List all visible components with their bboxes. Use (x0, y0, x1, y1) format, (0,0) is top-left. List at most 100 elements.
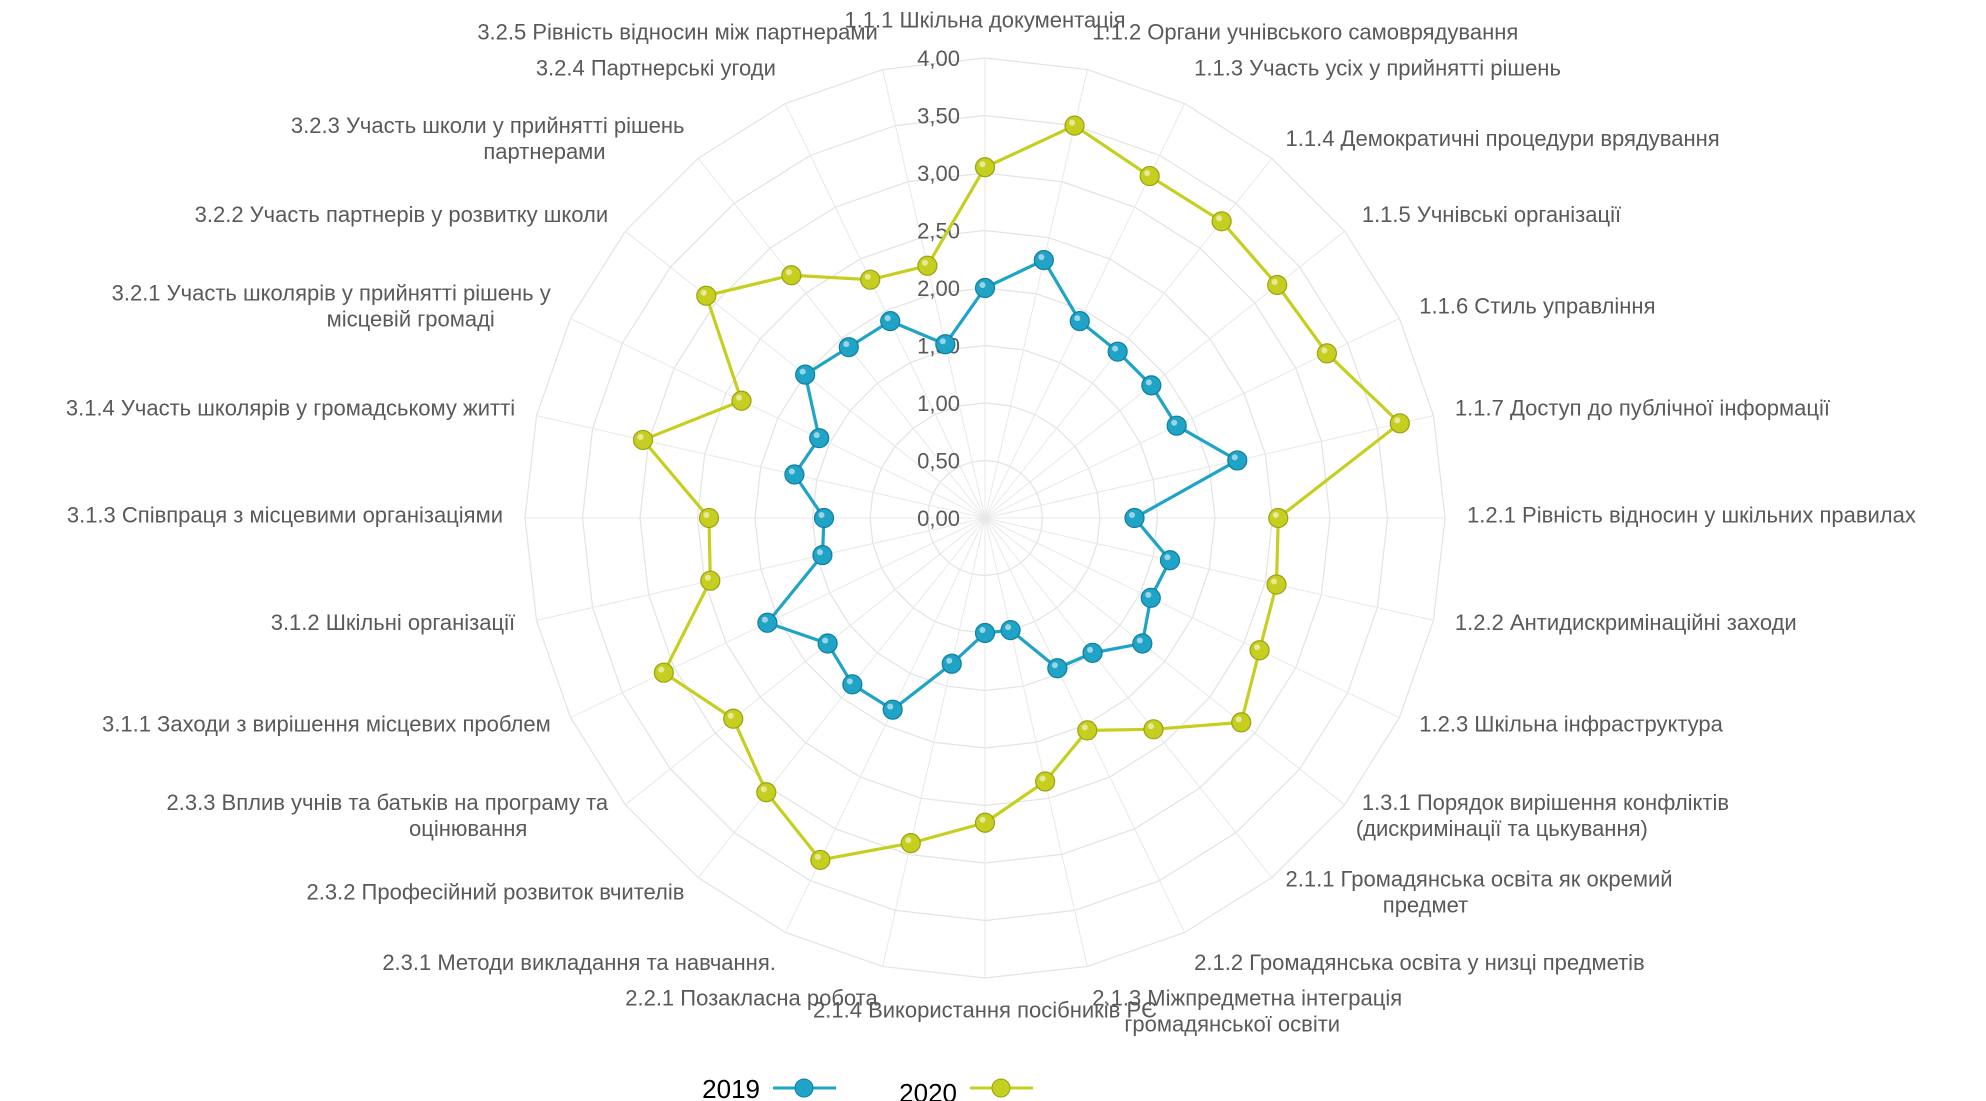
point-highlight-2019-0 (979, 282, 986, 288)
spoke-19 (570, 517, 986, 719)
legend-item-2020: 2020 (899, 1078, 1033, 1101)
point-2020-19 (653, 662, 674, 683)
point-highlight-2020-3 (1216, 215, 1223, 222)
radial-tick-label: 0,50 (917, 449, 960, 474)
category-label-26: 3.2.4 Партнерські угоди (536, 55, 776, 80)
legend-item-2019: 2019 (702, 1074, 836, 1101)
point-2020-21 (698, 507, 720, 529)
category-label-22: 3.1.4 Участь школярів у громадському жит… (66, 395, 515, 420)
point-2020-20 (700, 570, 721, 591)
point-2019-9 (1140, 587, 1161, 608)
point-2019-18 (817, 633, 838, 654)
point-2020-4 (1267, 274, 1288, 296)
point-2019-27 (935, 334, 956, 355)
point-2019-2 (1069, 311, 1090, 332)
point-2019-10 (1132, 633, 1153, 654)
point-2020-1 (1064, 115, 1085, 136)
point-2020-5 (1316, 343, 1338, 364)
point-2019-0 (974, 277, 996, 299)
point-2019-24 (795, 364, 816, 385)
category-label-9: 1.2.3 Шкільна інфраструктура (1419, 712, 1723, 737)
point-highlight-2020-5 (1321, 347, 1328, 354)
point-highlight-2019-25 (843, 341, 850, 348)
point-2020-26 (860, 269, 881, 290)
point-highlight-2020-7 (1272, 512, 1279, 518)
radial-tick-label: 4,00 (917, 46, 960, 71)
point-2020-18 (723, 708, 744, 729)
category-label-21: 3.1.3 Співпраця з місцевими організаціям… (67, 503, 503, 528)
point-2020-9 (1249, 640, 1270, 661)
point-2020-15 (900, 833, 921, 854)
spoke-11 (984, 517, 1273, 878)
point-highlight-2019-22 (788, 468, 795, 475)
category-label-5: 1.1.6 Стиль управління (1419, 293, 1655, 318)
point-2019-13 (1000, 620, 1021, 641)
spoke-2 (984, 103, 1186, 519)
category-label-4: 1.1.5 Учнівські організації (1362, 202, 1621, 227)
spoke-16 (784, 517, 986, 933)
point-highlight-2020-0 (979, 161, 986, 168)
category-label-0: 1.1.1 Шкільна документація (844, 8, 1125, 33)
point-highlight-2020-11 (1147, 723, 1154, 730)
series-2019 (757, 250, 1248, 720)
point-highlight-2019-16 (887, 703, 894, 710)
point-2020-14 (974, 812, 996, 833)
point-highlight-2019-17 (846, 678, 853, 685)
category-label-7: 1.2.1 Рівність відносин у шкільних прави… (1467, 503, 1916, 528)
point-highlight-2019-12 (1051, 662, 1058, 669)
point-highlight-2020-14 (979, 816, 986, 823)
spoke-23 (570, 317, 986, 519)
point-highlight-2020-16 (814, 853, 821, 860)
point-2019-17 (842, 674, 863, 695)
point-highlight-2019-3 (1112, 345, 1119, 352)
category-label-19: 3.1.1 Заходи з вирішення місцевих пробле… (102, 712, 551, 737)
spoke-6 (984, 415, 1434, 519)
category-label-3: 1.1.4 Демократичні процедури врядування (1286, 126, 1720, 151)
point-2020-11 (1143, 719, 1164, 740)
point-highlight-2020-17 (760, 786, 767, 793)
point-highlight-2020-22 (637, 433, 644, 440)
point-2020-0 (974, 157, 996, 178)
point-highlight-2019-9 (1145, 591, 1152, 598)
spoke-10 (984, 517, 1345, 806)
spoke-9 (984, 517, 1400, 719)
category-label-23: 3.2.1 Участь школярів у прийнятті рішень… (112, 280, 551, 331)
radial-tick-label: 1,00 (917, 391, 960, 416)
radial-tick-label: 2,00 (917, 276, 960, 301)
point-2020-25 (781, 265, 802, 286)
series-layer (632, 115, 1410, 871)
category-label-14: 2.1.4 Використання посібників РЄ (813, 998, 1157, 1023)
category-label-18: 2.3.3 Вплив учнів та батьків на програму… (167, 790, 609, 841)
point-2020-3 (1211, 211, 1232, 232)
point-highlight-2019-4 (1145, 379, 1152, 386)
point-highlight-2020-27 (921, 259, 928, 266)
point-highlight-2020-26 (864, 273, 871, 280)
radial-tick-labels: 0,000,501,001,502,002,503,003,504,00 (917, 46, 960, 531)
point-2019-22 (784, 464, 805, 485)
category-label-24: 3.2.2 Участь партнерів у розвитку школи (195, 202, 609, 227)
category-label-13: 2.1.3 Міжпредметна інтеграція громадянськ… (1092, 986, 1402, 1037)
point-highlight-2020-12 (1081, 724, 1088, 731)
spoke-8 (984, 517, 1434, 621)
point-2019-21 (813, 507, 835, 529)
radial-tick-label: 3,50 (917, 104, 960, 129)
point-2019-8 (1159, 550, 1181, 571)
spoke-13 (984, 517, 1088, 967)
point-2020-22 (632, 429, 654, 451)
category-label-25: 3.2.3 Участь школи у прийнятті рішень пар… (291, 113, 685, 164)
legend-label-2020: 2020 (899, 1078, 957, 1101)
point-highlight-2020-9 (1254, 644, 1261, 651)
point-highlight-2019-20 (816, 549, 823, 556)
point-2020-23 (731, 390, 752, 411)
point-2019-7 (1124, 507, 1145, 529)
point-highlight-2019-23 (813, 432, 820, 439)
category-label-16: 2.3.1 Методи викладання та навчання. (382, 950, 776, 975)
spoke-18 (625, 517, 986, 806)
point-2020-16 (810, 849, 831, 871)
category-label-6: 1.1.7 Доступ до публічної інформації (1455, 395, 1830, 420)
category-label-27: 3.2.5 Рівність відносин між партнерами (477, 20, 877, 45)
spoke-5 (984, 317, 1400, 519)
point-highlight-2019-6 (1231, 454, 1238, 461)
